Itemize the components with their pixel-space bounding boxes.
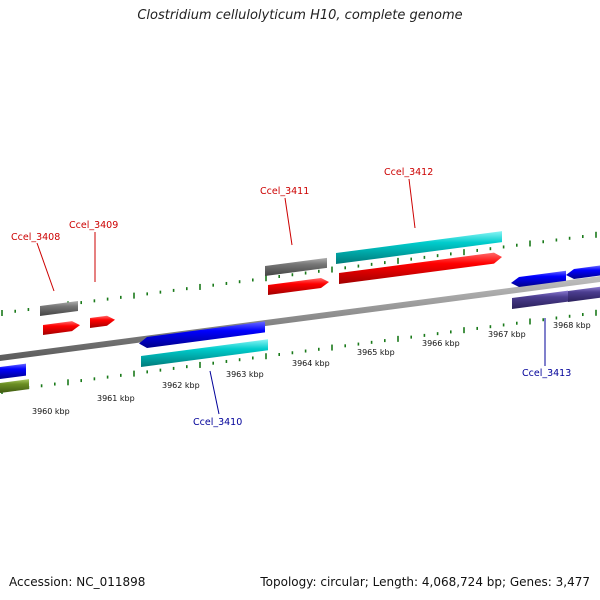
map-title: Clostridium cellulolyticum H10, complete… bbox=[137, 8, 463, 23]
accession-text: Accession: NC_011898 bbox=[9, 575, 146, 589]
gene-label-ccel-3410[interactable]: Ccel_3410 bbox=[193, 417, 242, 428]
gene-block-cyan bbox=[336, 231, 502, 264]
kbp-tick-label: 3960 kbp bbox=[32, 407, 70, 416]
gene-block-olive bbox=[0, 379, 29, 393]
feature-track bbox=[0, 231, 600, 393]
cds-arrow-plus bbox=[339, 252, 502, 284]
gene-label-layer: Ccel_3408 Ccel_3409 Ccel_3410 Ccel_3411 Ccel… bbox=[11, 167, 571, 428]
kbp-tick-label: 3962 kbp bbox=[162, 381, 200, 390]
kbp-tick-label: 3964 kbp bbox=[292, 359, 330, 368]
gene-block-gray bbox=[40, 300, 78, 316]
gene-leader-line bbox=[36, 242, 55, 292]
cds-arrow-plus bbox=[90, 315, 115, 328]
cds-arrow-minus bbox=[566, 265, 600, 279]
kbp-scale-labels: 3960 kbp 3961 kbp 3962 kbp 3963 kbp 3964 kbp… bbox=[32, 321, 591, 416]
kbp-tick-label: 3968 kbp bbox=[553, 321, 591, 330]
cds-arrow-minus bbox=[0, 363, 26, 379]
cds-arrow-minus bbox=[139, 321, 265, 348]
gene-leader-line bbox=[408, 178, 416, 229]
gene-leader-line bbox=[209, 370, 220, 415]
gene-label-ccel-3409[interactable]: Ccel_3409 bbox=[69, 220, 118, 231]
kbp-tick-label: 3963 kbp bbox=[226, 370, 264, 379]
gene-block-purple bbox=[568, 286, 600, 302]
cds-arrow-plus bbox=[43, 321, 80, 335]
gene-block-cyan bbox=[141, 339, 268, 367]
cds-arrow-plus bbox=[268, 278, 329, 295]
genome-stats-text: Topology: circular; Length: 4,068,724 bp… bbox=[260, 575, 590, 589]
gene-label-ccel-3408[interactable]: Ccel_3408 bbox=[11, 232, 60, 243]
gene-leader-line bbox=[284, 197, 293, 246]
kbp-tick-label: 3961 kbp bbox=[97, 394, 135, 403]
gene-label-ccel-3411[interactable]: Ccel_3411 bbox=[260, 186, 309, 197]
kbp-tick-label: 3966 kbp bbox=[422, 339, 460, 348]
gene-block-purple bbox=[512, 290, 568, 309]
gene-block-gray bbox=[265, 257, 327, 276]
gene-label-ccel-3413[interactable]: Ccel_3413 bbox=[522, 368, 571, 379]
gene-label-ccel-3412[interactable]: Ccel_3412 bbox=[384, 167, 433, 178]
kbp-tick-label: 3965 kbp bbox=[357, 348, 395, 357]
upper-tick-track bbox=[1, 231, 597, 316]
kbp-tick-label: 3967 kbp bbox=[488, 330, 526, 339]
cds-arrow-minus bbox=[511, 270, 566, 287]
